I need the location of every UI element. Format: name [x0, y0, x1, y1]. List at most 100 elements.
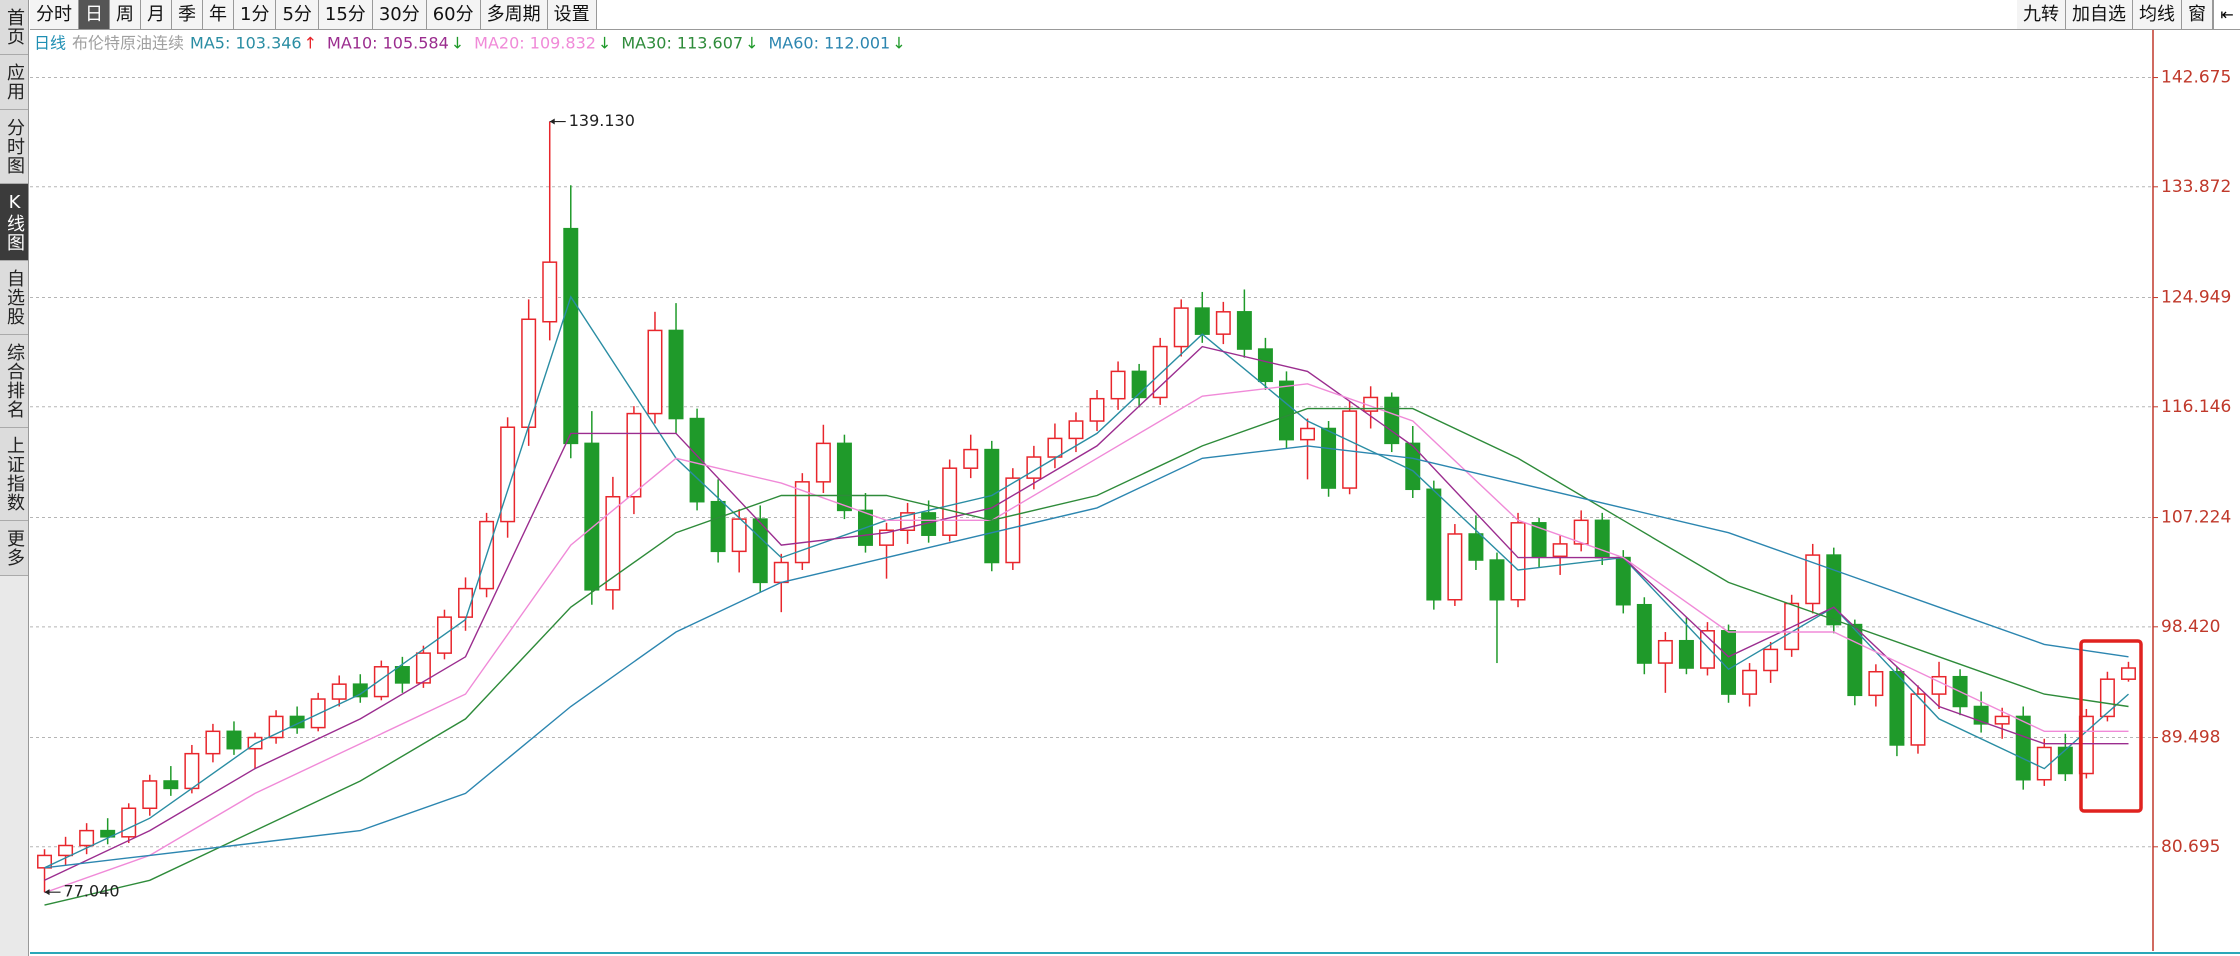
sidebar-button[interactable]: 上证指数: [0, 428, 28, 521]
period-button[interactable]: 日: [79, 0, 110, 29]
sidebar-button[interactable]: 应用: [0, 55, 28, 110]
toolbar: 分时日周月季年 1分 5分 15分 30分 60分 多周期 设置 九转 加自选 均线窗 ⇤: [30, 0, 2240, 30]
candle-body: [1489, 559, 1505, 601]
candle-body: [1447, 533, 1463, 601]
candle-body: [1552, 543, 1568, 558]
candle-body: [984, 448, 1000, 564]
chart-subtitle: 布伦特原油连续: [72, 34, 184, 53]
tool-button[interactable]: 窗: [2182, 0, 2213, 29]
candle-body: [1426, 488, 1442, 601]
period-button[interactable]: 月: [141, 0, 172, 29]
candle-body: [668, 329, 684, 420]
candle-body: [2099, 678, 2115, 718]
candle-body: [1278, 380, 1294, 441]
candle-body: [1678, 639, 1694, 669]
candle-body: [1805, 554, 1821, 605]
legend-entry: MA60: 112.001: [768, 34, 890, 53]
candle-body: [1636, 603, 1652, 664]
candle-body: [1889, 670, 1905, 746]
period-button[interactable]: 60分: [426, 0, 481, 29]
sidebar-button[interactable]: 首页: [0, 0, 28, 55]
period-button[interactable]: 设置: [547, 0, 597, 29]
period-button[interactable]: 1分: [234, 0, 277, 29]
candle-body: [1215, 311, 1231, 335]
y-tick-label: 142.675: [2161, 68, 2231, 88]
candle-body: [647, 329, 663, 415]
legend-trend: ↓: [892, 34, 905, 53]
candle-body: [331, 683, 347, 700]
candle-body: [142, 780, 158, 810]
candle-body: [1405, 442, 1421, 491]
period-button[interactable]: 季: [172, 0, 203, 29]
candle-body: [563, 227, 579, 445]
candle-body: [1300, 427, 1316, 441]
candle-body: [1194, 307, 1210, 335]
candle-body: [2120, 667, 2136, 680]
period-button[interactable]: 年: [203, 0, 234, 29]
candle-body: [226, 730, 242, 750]
candle-body: [900, 512, 916, 532]
candle-body: [2015, 715, 2031, 781]
candle-body: [1152, 345, 1168, 399]
period-button[interactable]: 分时: [30, 0, 79, 29]
candle-body: [1868, 670, 1884, 697]
candle-body: [963, 448, 979, 469]
candle-body: [1510, 522, 1526, 601]
tool-button[interactable]: 九转: [2017, 0, 2066, 29]
candle-body: [836, 442, 852, 512]
tool-buttons: 九转 加自选 均线窗 ⇤: [2017, 0, 2240, 29]
candle-body: [1173, 307, 1189, 348]
ma-line: [44, 445, 2129, 869]
candle-body: [1236, 311, 1252, 350]
candle-body: [1047, 437, 1063, 458]
candle-body: [121, 807, 137, 838]
candle-body: [205, 730, 221, 755]
legend-entry: MA20: 109.832: [474, 34, 596, 53]
annotation-label: 139.130: [569, 111, 635, 130]
candle-body: [1826, 554, 1842, 626]
candle-body: [1531, 522, 1547, 558]
period-button[interactable]: 5分: [276, 0, 319, 29]
candle-body: [100, 829, 116, 838]
period-button[interactable]: 15分: [318, 0, 373, 29]
candle-body: [710, 500, 726, 553]
ma-line: [44, 383, 2129, 894]
y-tick-label: 89.498: [2161, 728, 2220, 748]
legend-trend: ↑: [304, 34, 317, 53]
y-tick-label: 98.420: [2161, 617, 2220, 637]
candle-body: [1573, 519, 1589, 545]
sidebar-button[interactable]: 自选股: [0, 261, 28, 335]
candle-body: [1384, 396, 1400, 445]
collapse-icon[interactable]: ⇤: [2213, 0, 2240, 29]
y-tick-label: 133.872: [2161, 177, 2231, 197]
candle-body: [731, 518, 747, 553]
candle-body: [605, 495, 621, 591]
legend-trend: ↓: [451, 34, 464, 53]
period-button[interactable]: 周: [110, 0, 141, 29]
candle-body: [415, 652, 431, 684]
legend-entry: MA5: 103.346: [190, 34, 302, 53]
period-button[interactable]: 多周期: [480, 0, 548, 29]
sidebar-button[interactable]: K线图: [0, 184, 28, 261]
tool-button[interactable]: 加自选: [2066, 0, 2133, 29]
ma-line: [44, 407, 2129, 906]
highlight-box: [2079, 639, 2143, 813]
annotation-label: 77.040: [64, 882, 120, 901]
candle-body: [773, 561, 789, 584]
sidebar-button[interactable]: 综合排名: [0, 335, 28, 428]
candle-body: [1468, 533, 1484, 561]
y-tick-label: 107.224: [2161, 508, 2231, 528]
y-tick-label: 124.949: [2161, 288, 2231, 308]
candle-body: [942, 467, 958, 536]
candle-body: [79, 829, 95, 847]
sidebar-button[interactable]: 分时图: [0, 110, 28, 184]
legend-trend: ↓: [598, 34, 611, 53]
tool-button[interactable]: 均线: [2133, 0, 2182, 29]
sidebar-button[interactable]: 更多: [0, 521, 28, 576]
candle-body: [815, 442, 831, 483]
candle-body: [58, 844, 74, 857]
period-button[interactable]: 30分: [372, 0, 427, 29]
candle-body: [626, 412, 642, 498]
annotation-arrow: [44, 889, 50, 896]
